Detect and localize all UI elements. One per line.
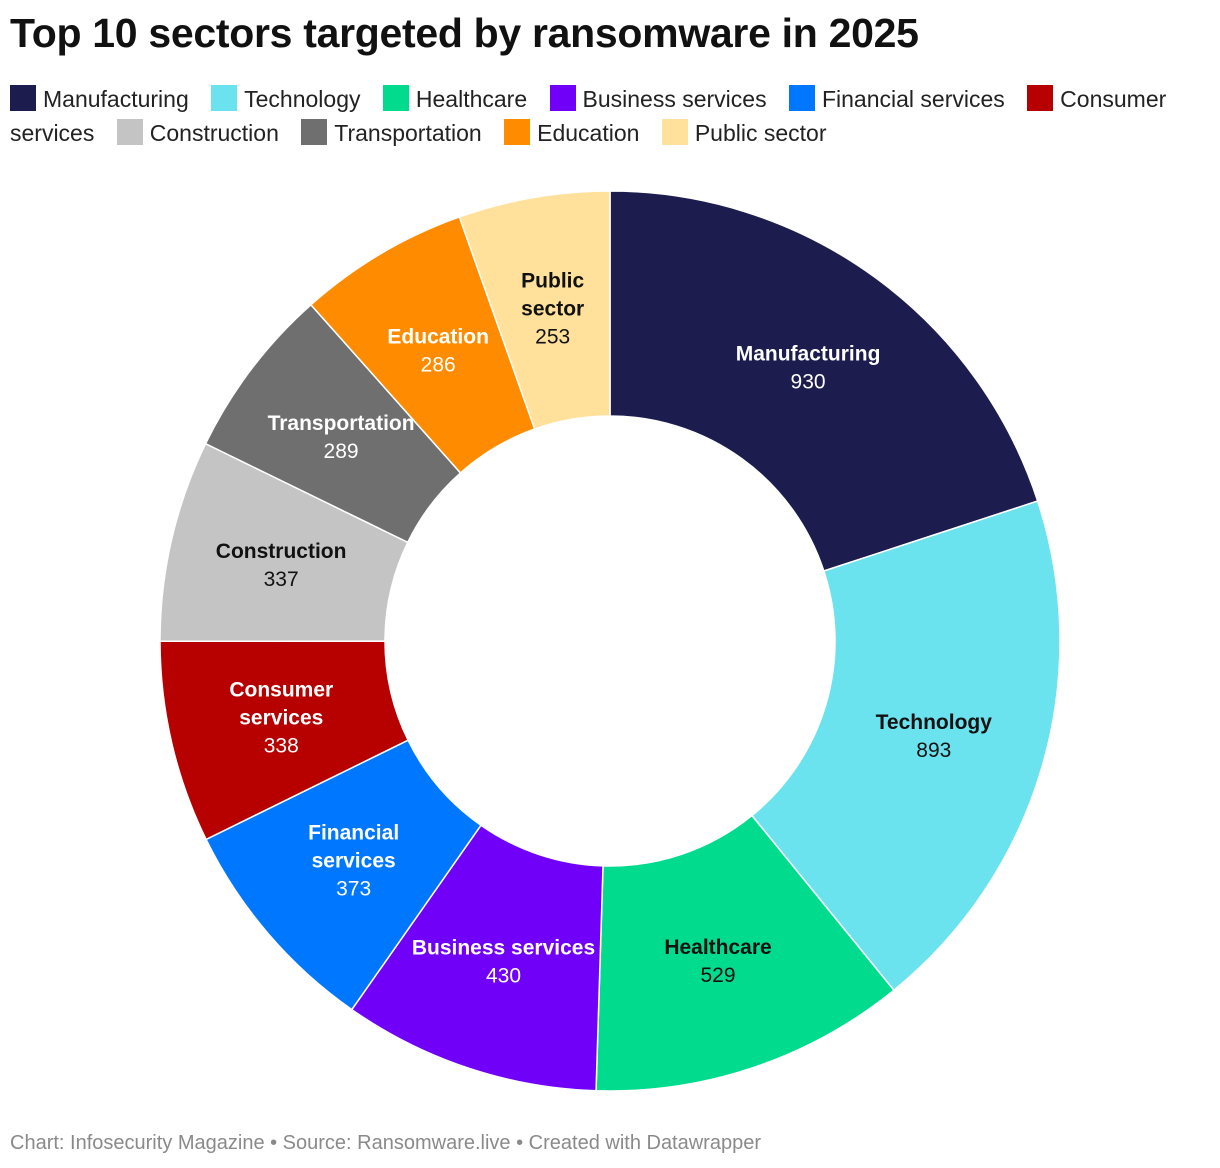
legend-label: Healthcare [415,86,528,112]
legend-item-education: Education [504,119,640,146]
legend-swatch [549,85,576,111]
slice-technology [750,500,1061,992]
chart-footer: Chart: Infosecurity Magazine • Source: R… [10,1132,761,1154]
legend-swatch [211,85,238,111]
slice-label-name: Financial [308,822,399,845]
slice-healthcare [595,814,895,1092]
legend-label: Technology [244,86,361,112]
slice-label-value: 286 [421,354,456,377]
donut-chart: Manufacturing 930 Technology 893 Healthcare 5… [159,190,1061,1092]
slice-label-name: Healthcare [664,936,771,959]
legend-item-financial-services: Financial services [788,85,1005,112]
legend-item-healthcare: Healthcare [382,85,528,112]
slice-label-name: Consumer [229,678,333,701]
slice-label-value: 289 [324,440,359,463]
slice-label-name: Business services [412,936,595,959]
slice-label-value: 373 [336,878,371,901]
legend-item-public-sector: Public sector [661,119,827,146]
slice-label-manufacturing: Manufacturing 930 [736,343,881,394]
legend-swatch [10,85,36,111]
legend-item-transportation: Transportation [301,119,482,146]
slice-label-name: services [239,706,323,729]
legend-label: Transportation [334,120,482,146]
slice-label-name: Construction [216,540,347,563]
slice-label-healthcare: Healthcare 529 [664,936,771,987]
slice-label-financial-services: Financial services 373 [308,822,399,901]
legend-label: Education [537,120,640,146]
slice-label-value: 529 [700,964,735,987]
legend-swatch [788,85,815,111]
slice-label-value: 430 [486,964,521,987]
chart-title: Top 10 sectors targeted by ransomware in… [10,10,919,56]
legend-swatch [116,119,143,145]
slice-label-construction: Construction 337 [216,540,347,591]
slice-label-education: Education 286 [387,326,489,377]
legend-label: Consumer services [10,86,1167,146]
legend-label: Financial services [821,86,1005,112]
legend-label: Public sector [694,120,827,146]
slice-public-sector [458,190,611,430]
slice-label-name: sector [521,297,584,320]
legend-item-manufacturing: Manufacturing [10,85,189,112]
slice-label-transportation: Transportation 289 [268,412,415,463]
legend-label: Manufacturing [43,86,189,112]
slice-label-value: 930 [791,371,826,394]
slice-label-name: Public [521,269,584,292]
legend-item-consumer-services: Consumer services [10,85,1167,146]
slice-label-value: 893 [916,739,951,762]
legend-item-business-services: Business services [549,85,767,112]
slice-label-name: Manufacturing [736,343,881,366]
slice-label-technology: Technology 893 [876,711,993,762]
legend: Manufacturing Technology Healthcare Busi… [10,82,1215,150]
slice-label-name: services [312,850,396,873]
slice-label-name: Transportation [268,412,415,435]
legend-swatch [382,85,409,111]
slice-manufacturing [609,190,1039,572]
slice-label-name: Education [387,326,489,349]
legend-swatch [1027,85,1054,111]
legend-label: Business services [582,86,767,112]
legend-swatch [661,119,688,145]
legend-item-technology: Technology [211,85,361,112]
slice-label-consumer-services: Consumer services 338 [229,678,333,757]
slice-label-value: 337 [264,568,299,591]
legend-swatch [504,119,531,145]
slice-label-public-sector: Public sector 253 [521,269,584,348]
slice-label-name: Technology [876,711,993,734]
slice-label-value: 338 [264,734,299,757]
slice-label-business-services: Business services 430 [412,936,595,987]
slice-label-value: 253 [535,325,570,348]
legend-item-construction: Construction [116,119,279,146]
legend-swatch [301,119,328,145]
legend-label: Construction [149,120,279,146]
